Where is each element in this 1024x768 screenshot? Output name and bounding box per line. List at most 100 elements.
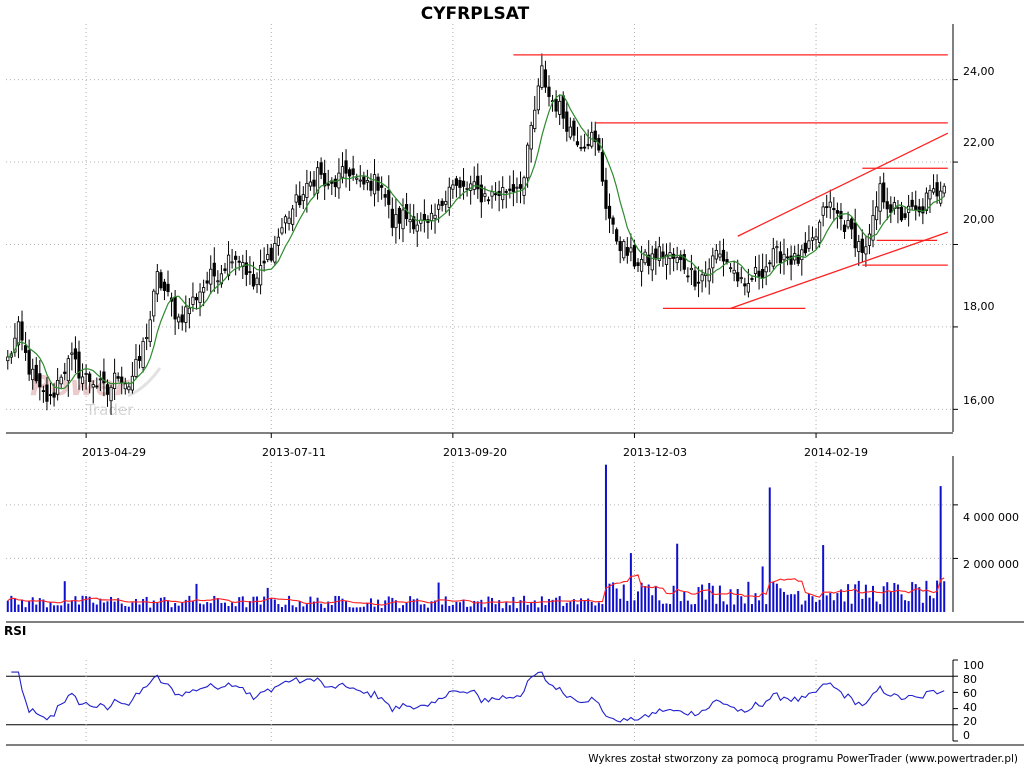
candle-body (173, 296, 177, 320)
volume-bar (857, 580, 860, 612)
moving-average-line (7, 94, 945, 390)
candle-body (568, 126, 572, 138)
candle-body (586, 143, 590, 147)
volume-bar (177, 605, 180, 612)
candle-body (437, 204, 441, 210)
rsi-y-tick-label: 40 (963, 701, 977, 714)
candle-body (761, 269, 765, 279)
candle-body (935, 182, 939, 197)
volume-bar (28, 601, 31, 612)
candle-body (604, 179, 608, 209)
volume-bar (733, 604, 736, 612)
candle-body (308, 181, 313, 187)
volume-bar (152, 600, 155, 612)
volume-bar (430, 601, 433, 612)
candle-body (675, 256, 679, 264)
candle-body (650, 253, 654, 271)
candle-body (860, 238, 864, 253)
candle-body (429, 212, 434, 221)
volume-y-tick-label: 2 000 000 (963, 558, 1019, 571)
candle-body (785, 256, 790, 259)
volume-bar (839, 589, 842, 612)
volume-bar (765, 604, 768, 612)
volume-bar (547, 598, 550, 612)
volume-bar (768, 487, 771, 612)
volume-bar (138, 604, 141, 612)
candle-body (554, 98, 558, 112)
volume-bar (658, 600, 661, 612)
volume-bar (409, 596, 412, 612)
candle-body (383, 194, 387, 198)
volume-bar (316, 597, 319, 612)
candle-body (814, 236, 818, 241)
candle-body (408, 219, 412, 223)
volume-bar (494, 604, 497, 612)
candle-body (88, 373, 92, 382)
volume-bar (473, 600, 476, 612)
candle-body (629, 247, 633, 253)
candle-body (618, 241, 622, 252)
candle-body (298, 195, 302, 206)
volume-bar (142, 598, 145, 612)
volume-bar (669, 603, 672, 612)
candle-body (376, 176, 380, 191)
volume-bar (70, 600, 73, 612)
candle-body (842, 224, 847, 232)
volume-bar (437, 582, 440, 612)
candle-body (283, 216, 288, 224)
candle-body (372, 174, 377, 195)
candle-body (547, 86, 551, 97)
candle-body (390, 208, 394, 228)
volume-bar (729, 589, 732, 612)
volume-bar (576, 604, 579, 612)
candle-body (109, 386, 113, 402)
volume-bar (77, 604, 80, 612)
volume-bar (209, 603, 212, 612)
volume-bar (772, 582, 775, 612)
candle-body (689, 267, 694, 271)
volume-bar (451, 604, 454, 612)
candle-body (401, 209, 405, 230)
volume-bar (56, 605, 59, 612)
candle-body (817, 221, 822, 243)
volume-bar (13, 598, 16, 612)
candle-body (145, 337, 149, 339)
candle-body (305, 182, 309, 198)
candle-body (607, 205, 612, 219)
candle-body (582, 146, 587, 149)
volume-bar (259, 604, 262, 612)
volume-bar (558, 596, 561, 612)
volume-bar (626, 600, 629, 612)
volume-bar (693, 603, 696, 612)
volume-bar (384, 600, 387, 612)
volume-bar (74, 596, 77, 612)
volume-bar (868, 597, 871, 612)
candle-body (205, 280, 209, 284)
candle-body (148, 319, 152, 342)
candle-body (939, 190, 943, 204)
candle-body (483, 193, 487, 197)
candle-body (565, 111, 569, 132)
volume-bar (847, 584, 850, 612)
volume-bar (448, 605, 451, 612)
rsi-panel-title: RSI (4, 624, 26, 638)
candle-body (433, 214, 437, 219)
candle-body (921, 206, 925, 214)
volume-bar (515, 608, 518, 612)
candle-body (490, 191, 494, 197)
volume-bar (416, 598, 419, 612)
candle-body (575, 141, 580, 146)
candle-body (882, 182, 886, 203)
volume-bar (444, 596, 447, 612)
volume-bar (921, 602, 924, 612)
volume-bar (590, 601, 593, 612)
volume-bar (775, 583, 778, 612)
volume-bar (402, 605, 405, 612)
volume-bar (145, 596, 148, 612)
volume-bar (206, 602, 209, 612)
volume-bar (864, 584, 867, 612)
volume-bar (359, 607, 362, 612)
volume-bar (120, 603, 123, 612)
candle-body (230, 261, 234, 264)
candle-body (508, 188, 512, 191)
